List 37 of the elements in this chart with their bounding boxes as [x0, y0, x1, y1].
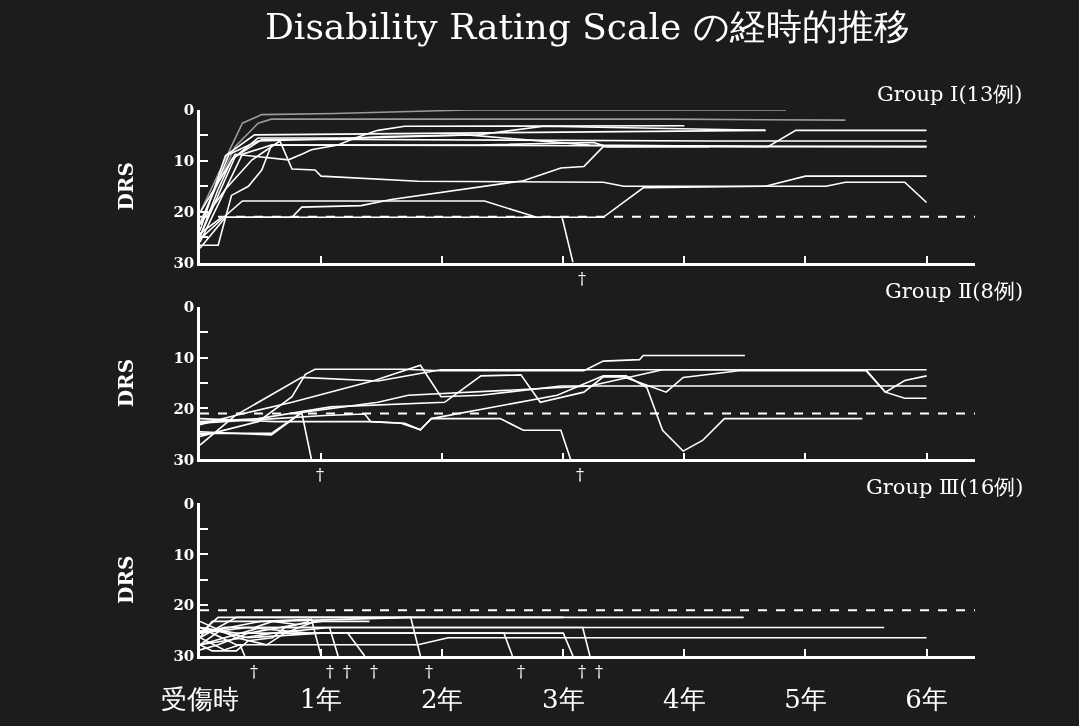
y-axis-title: DRS — [113, 358, 138, 408]
annotation: † — [517, 662, 525, 681]
chart-title: Disability Rating Scale の経時的推移 — [265, 6, 910, 47]
x-tick-label: 4年 — [663, 683, 706, 714]
x-tick-label: 受傷時 — [161, 683, 239, 714]
y-tick-label: 0 — [183, 494, 195, 513]
y-axis-title: DRS — [113, 555, 138, 604]
text: Group Ⅰ(13例) — [877, 82, 1023, 106]
annotation: † — [578, 662, 586, 681]
y-tick-label: 20 — [173, 202, 195, 221]
y-tick-label: 10 — [173, 348, 195, 367]
x-tick-label: 6年 — [905, 683, 948, 714]
annotation: † — [343, 662, 351, 681]
annotation: † — [425, 662, 433, 681]
y-tick-label: 10 — [173, 152, 195, 171]
y-tick-label: 30 — [173, 647, 195, 666]
y-tick-label: 0 — [183, 101, 195, 120]
y-tick-label: 20 — [173, 596, 195, 615]
annotation: † — [326, 662, 334, 681]
x-tick-label: 2年 — [420, 683, 464, 714]
y-tick-label: 10 — [173, 545, 195, 564]
text: Group Ⅲ(16例) — [866, 475, 1024, 499]
x-tick-label: 3年 — [542, 683, 585, 714]
annotation: † — [370, 662, 378, 681]
annotation: † — [578, 269, 586, 288]
annotation: † — [316, 465, 324, 484]
annotation: † — [595, 662, 603, 681]
annotation: † — [250, 662, 258, 681]
x-tick-label: 1年 — [299, 683, 343, 714]
x-tick-label: 5年 — [784, 683, 827, 714]
annotation: † — [576, 465, 584, 484]
y-tick-label: 30 — [173, 450, 195, 469]
y-tick-label: 20 — [173, 399, 195, 418]
text: Group Ⅱ(8例) — [885, 279, 1024, 303]
y-tick-label: 30 — [173, 253, 195, 272]
y-tick-label: 0 — [183, 297, 195, 316]
y-axis-title: DRS — [113, 162, 138, 211]
